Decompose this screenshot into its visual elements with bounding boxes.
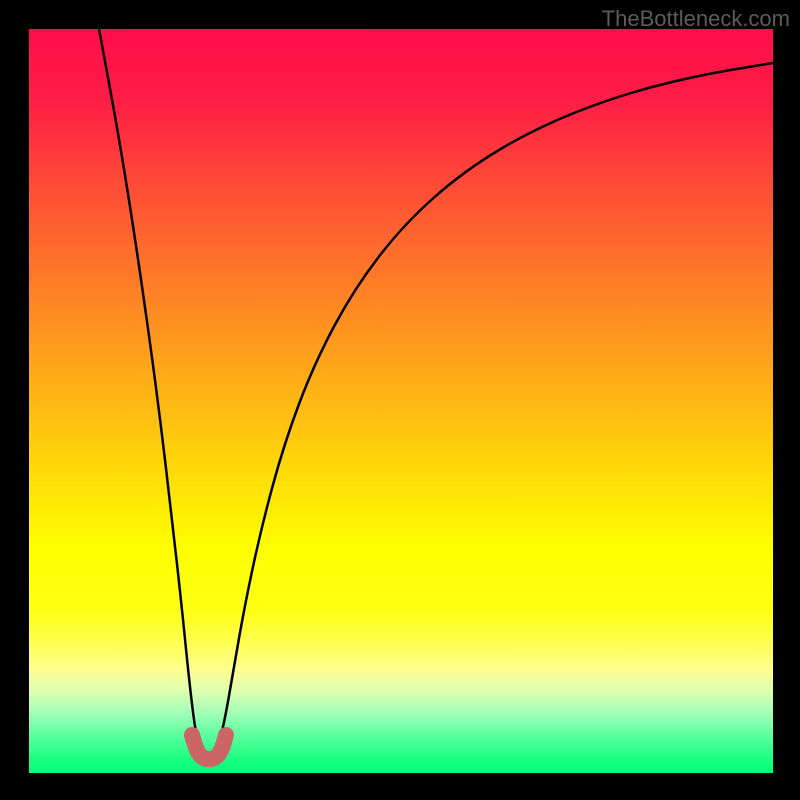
watermark-text: TheBottleneck.com [602,6,790,32]
bottom-u-marker [192,735,226,759]
plot-area [29,29,773,773]
bottleneck-chart: TheBottleneck.com [0,0,800,800]
curve-right-branch [219,63,773,744]
curve-left-branch [99,29,199,744]
curve-overlay [29,29,773,773]
